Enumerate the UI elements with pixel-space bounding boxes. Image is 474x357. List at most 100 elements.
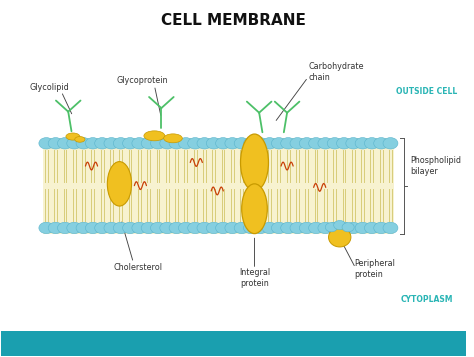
Ellipse shape [328,227,351,247]
Ellipse shape [75,136,85,142]
Circle shape [169,137,184,149]
Ellipse shape [66,133,80,140]
Circle shape [374,137,389,149]
Circle shape [253,222,268,233]
Circle shape [346,222,361,233]
Circle shape [141,222,156,233]
Circle shape [141,137,156,149]
Circle shape [327,137,342,149]
Circle shape [234,137,249,149]
Circle shape [39,222,54,233]
Circle shape [290,222,305,233]
Circle shape [188,222,202,233]
Circle shape [67,222,82,233]
Circle shape [169,222,184,233]
Circle shape [104,222,119,233]
Circle shape [85,137,100,149]
Circle shape [346,137,361,149]
Circle shape [234,222,249,233]
Circle shape [337,137,351,149]
Circle shape [365,137,379,149]
Circle shape [365,222,379,233]
Circle shape [262,222,277,233]
Circle shape [160,137,175,149]
Circle shape [383,137,398,149]
Circle shape [160,222,175,233]
Circle shape [104,137,119,149]
Circle shape [281,222,296,233]
Circle shape [188,137,202,149]
Circle shape [113,222,128,233]
Circle shape [299,222,314,233]
Ellipse shape [144,131,165,141]
Text: Glycolipid: Glycolipid [30,83,70,92]
Circle shape [225,222,240,233]
Circle shape [325,223,337,232]
Circle shape [178,137,193,149]
Circle shape [355,222,370,233]
Circle shape [151,137,165,149]
Circle shape [57,137,73,149]
Circle shape [253,137,268,149]
Circle shape [113,137,128,149]
Circle shape [374,222,389,233]
Circle shape [76,137,91,149]
Circle shape [197,222,212,233]
Circle shape [132,137,147,149]
Circle shape [39,137,54,149]
Text: Glycoprotein: Glycoprotein [117,76,168,85]
Ellipse shape [242,184,267,233]
Circle shape [309,222,324,233]
Circle shape [178,222,193,233]
Text: Cholersterol: Cholersterol [114,263,163,272]
Ellipse shape [107,162,132,206]
Bar [0,331,466,356]
Circle shape [48,137,63,149]
Circle shape [383,222,398,233]
Circle shape [272,222,286,233]
Circle shape [355,137,370,149]
Circle shape [132,222,147,233]
Circle shape [76,222,91,233]
Text: Integral
protein: Integral protein [239,268,270,288]
Circle shape [48,222,63,233]
Circle shape [206,137,221,149]
Bar [43,137,394,233]
Text: CYTOPLASM: CYTOPLASM [401,295,453,304]
Circle shape [197,137,212,149]
Circle shape [262,137,277,149]
Circle shape [318,222,333,233]
Circle shape [216,137,230,149]
Text: Peripheral
protein: Peripheral protein [355,259,395,279]
Circle shape [318,137,333,149]
Text: ID 194664237  © Dreamstime: ID 194664237 © Dreamstime [285,341,386,347]
Ellipse shape [164,134,182,143]
Circle shape [67,137,82,149]
Text: CELL MEMBRANE: CELL MEMBRANE [161,13,306,28]
Text: Carbohydrate
chain: Carbohydrate chain [308,62,364,82]
Circle shape [123,137,137,149]
Circle shape [95,222,109,233]
Circle shape [216,222,230,233]
Circle shape [151,222,165,233]
Circle shape [272,137,286,149]
Text: dreamstime.com: dreamstime.com [39,339,112,348]
Circle shape [337,222,351,233]
Text: Phospholipid
bilayer: Phospholipid bilayer [410,156,462,176]
Text: OUTSIDE CELL: OUTSIDE CELL [396,87,457,96]
Circle shape [95,137,109,149]
Circle shape [281,137,296,149]
Circle shape [342,223,354,232]
Circle shape [327,222,342,233]
Circle shape [225,137,240,149]
Ellipse shape [240,134,268,191]
Circle shape [206,222,221,233]
Circle shape [334,221,346,230]
Circle shape [290,137,305,149]
Circle shape [244,137,258,149]
Circle shape [85,222,100,233]
Circle shape [123,222,137,233]
Circle shape [57,222,73,233]
Circle shape [309,137,324,149]
Circle shape [244,222,258,233]
